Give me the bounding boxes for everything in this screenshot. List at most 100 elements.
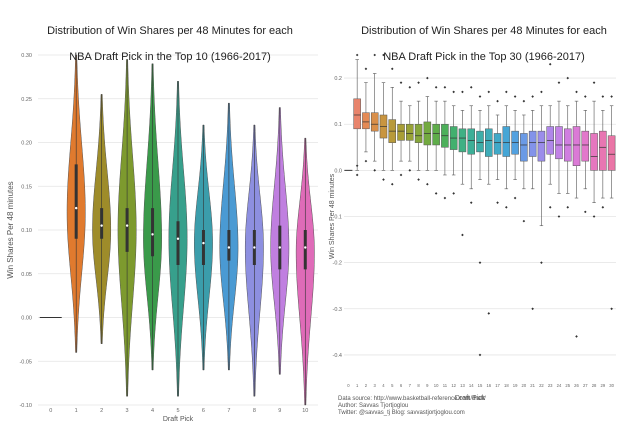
violin-median-4: [151, 233, 154, 236]
box-outlier-8: [417, 178, 420, 181]
box-xtick-label: 9: [426, 383, 429, 388]
violin-xtick-label: 0: [49, 408, 52, 414]
violin-xtick-label: 1: [75, 408, 78, 414]
box-title-line-2: NBA Draft Pick in the Top 30 (1966-2017): [383, 51, 585, 63]
box-xtick-label: 24: [557, 383, 562, 388]
box-outlier-6: [399, 81, 403, 84]
violin-iqr-4: [151, 208, 155, 257]
box-xtick-label: 29: [601, 383, 606, 388]
violin-iqr-5: [176, 221, 180, 265]
source-line-3: Twitter: @savvas_tj Blog: savvastjortjog…: [338, 410, 465, 416]
violin-median-5: [176, 237, 180, 240]
box-outlier-3: [373, 169, 377, 172]
box-xtick-label: 11: [443, 383, 448, 388]
violin-xtick-label: 3: [126, 408, 129, 414]
box-outlier-14: [469, 86, 473, 89]
violin-xtick-label: 5: [176, 408, 179, 414]
source-line-1: Data source: http://www.basketball-refer…: [338, 396, 486, 402]
box-outlier-21: [531, 95, 534, 98]
box-outlier-6: [399, 173, 403, 177]
violin-median-2: [100, 224, 103, 227]
box-outlier-17: [496, 201, 499, 204]
box-outlier-28: [592, 81, 596, 84]
violin-median-3: [125, 224, 129, 227]
box-xtick-label: 18: [504, 383, 509, 388]
box-outlier-18: [505, 90, 508, 94]
box-outlier-2: [364, 67, 368, 71]
violin-ytick-label: -0.05: [19, 359, 32, 365]
violin-ytick-label: -0.10: [19, 403, 32, 409]
box-ytick-label: 0.2: [334, 76, 342, 82]
violin-title-line-2: NBA Draft Pick in the Top 10 (1966-2017): [69, 51, 271, 63]
violin-iqr-1: [74, 164, 78, 239]
box-pick-2: [362, 112, 370, 130]
box-pick-13: [458, 128, 467, 153]
box-xtick-label: 27: [583, 383, 588, 388]
box-ytick-label: 0.0: [334, 168, 342, 174]
box-outlier-19: [513, 95, 517, 98]
box-pick-15: [476, 130, 484, 153]
box-outlier-24: [557, 215, 561, 218]
box-xtick-label: 26: [574, 383, 579, 388]
box-outlier-19: [513, 196, 517, 200]
box-xtick-label: 30: [609, 383, 614, 388]
box-xtick-label: 3: [374, 383, 377, 388]
box-ytick-label: -0.1: [333, 215, 342, 221]
box-pick-17: [493, 133, 502, 155]
violin-median-9: [278, 246, 282, 249]
violin-median-8: [253, 246, 256, 249]
violin-xtick-label: 7: [227, 408, 230, 414]
violin-xtick-label: 4: [151, 408, 154, 414]
box-outlier-8: [417, 81, 420, 84]
box-outlier-1: [355, 164, 359, 168]
box-outlier-15: [478, 353, 482, 357]
box-outlier-11: [443, 86, 447, 89]
box-chart-title: Distribution of Win Shares per 48 Minute…: [359, 12, 609, 77]
box-outlier-17: [496, 99, 499, 103]
box-xtick-label: 0: [347, 383, 350, 388]
box-outlier-22: [540, 90, 543, 94]
violin-ytick-label: 0.00: [21, 316, 32, 322]
box-outlier-20: [522, 219, 526, 223]
box-xtick-label: 8: [417, 383, 420, 388]
box-pick-27: [581, 130, 590, 162]
box-outlier-14: [469, 201, 473, 204]
box-xtick-label: 7: [409, 383, 412, 388]
box-pick-30: [607, 135, 616, 171]
box-outlier-5: [390, 182, 394, 186]
box-outlier-16: [487, 312, 491, 315]
box-xtick-label: 21: [530, 383, 535, 388]
box-pick-1: [353, 98, 361, 130]
violin-median-6: [202, 241, 205, 245]
box-xtick-label: 13: [460, 383, 465, 388]
box-outlier-30: [610, 95, 613, 98]
box-outlier-25: [566, 205, 570, 209]
box-outlier-7: [408, 86, 412, 89]
box-xtick-label: 10: [434, 383, 439, 388]
box-xtick-label: 2: [365, 383, 368, 388]
violin-median-10: [304, 246, 307, 249]
box-xtick-label: 4: [382, 383, 385, 388]
box-xtick-label: 17: [495, 383, 500, 388]
box-pick-18: [502, 126, 511, 157]
violin-yaxis-label: Win Shares Per 48 minutes: [6, 181, 15, 278]
box-outlier-20: [522, 99, 526, 103]
box-xtick-label: 14: [469, 383, 474, 388]
violin-chart-title: Distribution of Win Shares per 48 Minute…: [40, 12, 300, 77]
box-outlier-23: [548, 62, 552, 66]
box-xtick-label: 22: [539, 383, 544, 388]
box-outlier-27: [583, 95, 587, 98]
box-pick-28: [590, 133, 598, 171]
violin-title-line-1: Distribution of Win Shares per 48 Minute…: [47, 25, 293, 37]
box-chart-panel: Distribution of Win Shares per 48 Minute…: [324, 0, 640, 426]
box-ytick-label: -0.3: [333, 307, 342, 313]
box-outlier-23: [548, 205, 552, 209]
violin-xaxis-label: Draft Pick: [163, 416, 194, 423]
violin-chart: -0.10 -0.05 0.00 0.05 0.10 0.15 0.20 0.25 0.30 0 1…: [6, 53, 318, 423]
violin-xtick-label: 6: [202, 408, 205, 414]
box-xtick-label: 19: [513, 383, 518, 388]
box-outlier-24: [557, 81, 561, 84]
box-ytick-label: 0.1: [334, 122, 342, 128]
box-xtick-label: 5: [391, 383, 394, 388]
box-outlier-29: [601, 205, 605, 209]
